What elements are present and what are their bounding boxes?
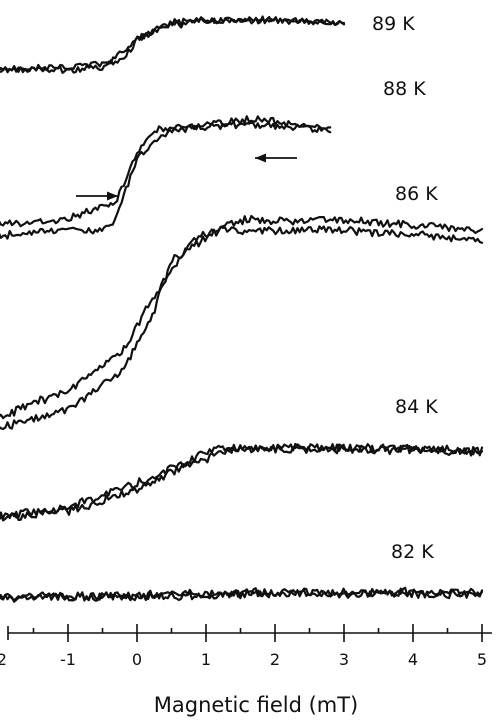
series-label: 89 K bbox=[372, 13, 415, 35]
series-label: 86 K bbox=[395, 183, 438, 205]
x-axis: -2 -1 0 1 2 3 4 5 bbox=[0, 624, 492, 669]
x-tick-label: 2 bbox=[270, 650, 280, 669]
series-label: 88 K bbox=[383, 78, 426, 100]
x-axis-title: Magnetic field (mT) bbox=[154, 693, 359, 717]
curve-84k-down bbox=[0, 443, 484, 522]
temperature-labels: 89 K 88 K 86 K 84 K 82 K bbox=[372, 13, 438, 563]
curve-84k-up bbox=[0, 442, 484, 521]
curve-88k-down bbox=[0, 115, 332, 228]
curve-86k-up bbox=[0, 225, 484, 430]
curve-86k-down bbox=[0, 214, 484, 420]
x-tick-label: 4 bbox=[408, 650, 418, 669]
x-tick-label: 5 bbox=[477, 650, 487, 669]
x-tick-label: 0 bbox=[132, 650, 142, 669]
series-label: 84 K bbox=[395, 396, 438, 418]
curve-88k-up bbox=[0, 120, 332, 240]
arrow-left-head bbox=[255, 153, 266, 163]
arrow-right-head bbox=[107, 191, 118, 201]
x-tick-label: -2 bbox=[0, 650, 7, 669]
x-tick-label: -1 bbox=[60, 650, 76, 669]
series-label: 82 K bbox=[391, 541, 434, 563]
sweep-arrows bbox=[76, 153, 297, 201]
curves-group bbox=[0, 15, 484, 603]
x-tick-label: 3 bbox=[339, 650, 349, 669]
x-tick-label: 1 bbox=[201, 650, 211, 669]
curve-82k-down bbox=[0, 586, 484, 602]
curve-89k-down bbox=[0, 16, 346, 74]
